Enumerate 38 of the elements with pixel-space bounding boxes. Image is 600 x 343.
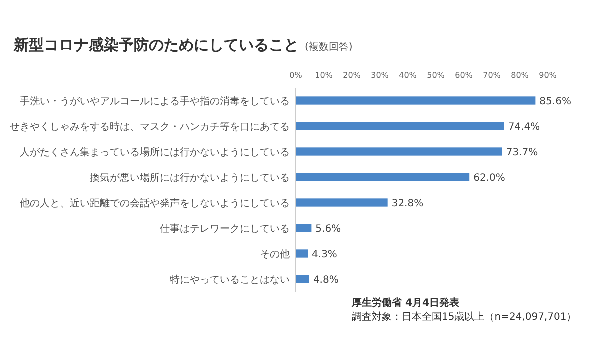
bar: [296, 224, 312, 232]
y-tick-label: その他: [260, 248, 290, 260]
data-label: 4.3%: [312, 249, 338, 260]
data-label: 32.8%: [392, 198, 424, 210]
y-tick-label: 換気が悪い場所には行かないようにしている: [90, 172, 290, 184]
text: 厚生労働省 4月4日発表: [351, 297, 460, 309]
bar: [296, 96, 536, 105]
data-label: 62.0%: [474, 172, 506, 184]
bar: [296, 122, 504, 130]
y-tick-label: 手洗い・うがいやアルコールによる手や指の消毒をしている: [20, 95, 290, 108]
x-tick-label: 90%: [539, 71, 558, 80]
y-tick-label: 仕事はテレワークにしている: [160, 222, 290, 235]
y-tick-label: 人がたくさん集まっている場所には行かないようにしている: [20, 146, 290, 158]
y-tick-label: 特にやっていることはない: [170, 274, 290, 286]
bar: [296, 148, 502, 156]
bar: [296, 173, 470, 182]
data-label: 73.7%: [506, 147, 538, 158]
x-tick-label: 80%: [511, 71, 530, 80]
x-tick-label: 60%: [455, 71, 474, 80]
x-tick-label: 10%: [315, 71, 334, 80]
x-tick-label: 50%: [427, 71, 446, 80]
data-label: 4.8%: [313, 274, 339, 286]
x-tick-label: 40%: [399, 71, 418, 80]
data-label: 74.4%: [508, 122, 540, 133]
x-tick-label: 70%: [483, 71, 502, 80]
x-tick-label: 20%: [343, 71, 362, 80]
y-tick-label: せきやくしゃみをする時は、マスク・ハンカチ等を口にあてる: [10, 120, 290, 133]
data-label: 85.6%: [540, 96, 572, 108]
y-tick-label: 他の人と、近い距離での会話や発声をしないようにしている: [20, 197, 290, 210]
x-tick-label: 30%: [371, 71, 390, 80]
bar: [296, 275, 310, 284]
bar: [296, 198, 388, 207]
data-label: 5.6%: [316, 224, 342, 235]
bar: [296, 250, 308, 258]
text: 調査対象：日本全国15歳以上（n=24,097,701）: [352, 311, 577, 323]
title: 新型コロナ感染予防のためにしていること: [14, 36, 299, 54]
subtitle: (複数回答): [305, 42, 353, 53]
x-tick-label: 0%: [290, 71, 303, 80]
